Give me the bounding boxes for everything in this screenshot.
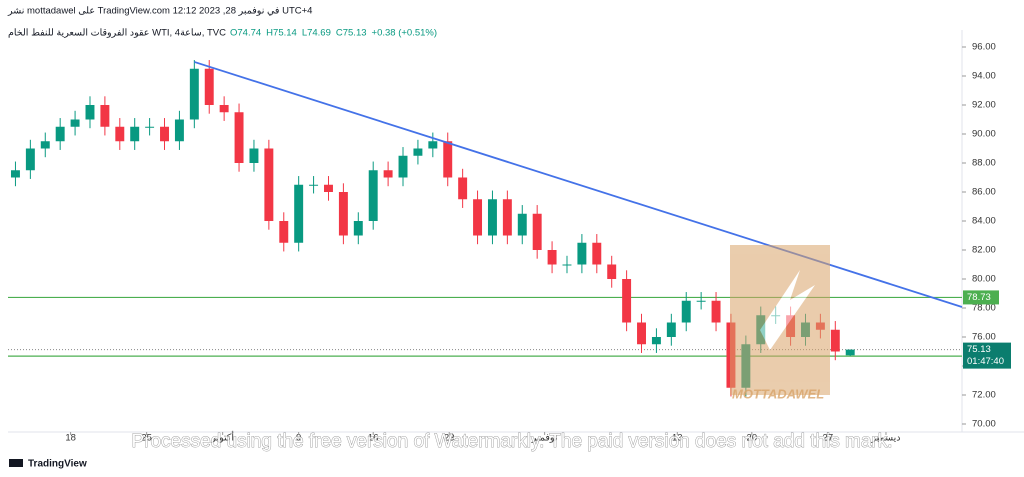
x-tick-label: 9 [296,433,301,444]
y-tick-label: 86.00 [972,187,996,198]
candle-body [413,148,423,156]
x-tick-label: أكتوبر [210,431,234,444]
candle-body [279,221,289,243]
candle-body [10,170,20,178]
candle-body [219,105,229,113]
x-tick-label: نوفمبر [531,433,558,444]
candle-body [40,141,50,149]
candle-body [338,192,348,236]
candle-body [651,337,661,345]
x-tick-label: 13 [672,433,683,444]
candle-body [145,126,155,128]
candle-body [204,68,214,105]
y-tick-label: 80.00 [972,274,996,285]
candle-body [264,148,274,221]
candle-body [294,184,304,243]
x-tick-label: 16 [368,433,379,444]
candle-body [637,322,646,345]
ohlc-value: +0.38 (+0.51%) [372,28,438,39]
y-tick-label: 70.00 [972,419,996,430]
countdown: 01:47:40 [967,356,1004,367]
ohlc-value: O74.74 [230,28,261,39]
candle-body [383,170,393,178]
watermark: Processed using the free version of Wate… [131,431,892,452]
candle-body [85,105,95,120]
candle-body [174,119,184,142]
candle-body [25,148,35,171]
candle-body [532,213,542,250]
candle-body [473,199,483,236]
candle-body [443,141,453,178]
footer-icon [9,459,23,467]
candle-body [353,221,363,236]
candle-body [845,349,855,356]
ohlc-value: C75.13 [336,28,367,39]
ohlc-value: L74.69 [302,28,331,39]
candle-body [487,199,497,236]
last-price-label: 75.13 [967,344,991,355]
candle-body [711,300,721,323]
candle-body [577,242,587,265]
y-tick-label: 90.00 [972,129,996,140]
candle-body [249,148,259,163]
published: نشر mottadawel على TradingView.com 12:12… [7,6,312,17]
y-tick-label: 88.00 [972,158,996,169]
candle-body [160,126,169,142]
logo [730,245,830,395]
y-tick-label: 72.00 [972,390,996,401]
candle-body [592,242,602,265]
candle-body [830,329,840,352]
x-tick-label: 20 [747,433,758,444]
candle-body [70,119,80,127]
x-tick-label: 27 [823,433,834,444]
y-tick-label: 78.00 [972,303,996,314]
level-label: 78.73 [967,292,991,303]
candle-body [562,264,572,266]
logo-text: MOTTADAWEL [732,386,824,401]
x-tick-label: ديسمبر [871,433,901,444]
y-tick-label: 94.00 [972,71,996,82]
ohlc-value: H75.14 [266,28,297,39]
ohlc: O74.74 H75.14 L74.69 C75.13 +0.38 (+0.51%) [230,28,437,39]
trend-line [194,61,963,308]
candle-body [100,105,110,127]
candle-body [696,300,706,302]
last-price-box [963,342,1011,369]
candle-body [115,126,125,142]
candle-body [130,126,140,142]
candle-body [547,250,557,265]
candle-body [517,213,527,236]
x-tick-label: 25 [141,433,152,444]
y-tick-label: 96.00 [972,42,996,53]
y-tick-label: 92.00 [972,100,996,111]
candle-body [502,199,512,236]
x-tick-label: 23 [444,433,455,444]
y-tick-label: 82.00 [972,245,996,256]
candle-body [666,322,676,337]
y-tick-label: 76.00 [972,332,996,343]
level-box [963,290,999,305]
candle-body [324,184,333,192]
footer: TradingView [28,459,87,470]
x-tick-label: 18 [65,433,76,444]
candle-body [55,126,65,142]
symbol: عقود الفروقات السعرية للنفط الخام WTI, 4… [8,28,226,39]
candle-body [622,279,632,323]
candle-body [234,112,244,163]
candle-body [607,264,617,279]
candle-body [458,177,468,200]
candle-body [428,141,438,149]
candle-body [189,68,199,120]
y-tick-label: 84.00 [972,216,996,227]
candle-body [309,184,319,186]
candle-body [398,155,408,178]
candle-body [681,300,691,323]
candle-body [368,170,378,221]
